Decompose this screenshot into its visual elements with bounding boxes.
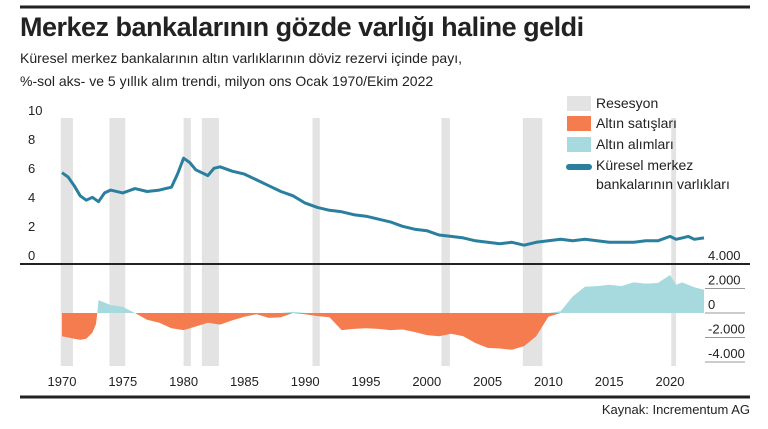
legend-label-holdings-2: bankalarının varlıkları	[596, 176, 730, 192]
sales-area	[62, 313, 705, 350]
x-tick-label: 1970	[48, 374, 77, 389]
legend-label-holdings-1: Küresel merkez	[596, 157, 693, 173]
legend-swatch-purchases	[567, 137, 591, 152]
legend-swatch-sales	[567, 116, 591, 131]
x-tick-label: 1985	[230, 374, 259, 389]
x-tick-label: 2015	[595, 374, 624, 389]
y-tick-label-left: 4	[28, 190, 35, 205]
x-tick-label: 1995	[352, 374, 381, 389]
recession-band	[671, 118, 677, 366]
x-tick-label: 1990	[291, 374, 320, 389]
chart-subtitle-line2: %-sol aks- ve 5 yıllık alım trendi, mily…	[20, 73, 434, 89]
legend-label-sales: Altın satışları	[596, 115, 677, 131]
x-tick-label: 2000	[412, 374, 441, 389]
source-note: Kaynak: Incrementum AG	[601, 402, 750, 417]
y-tick-label-left: 10	[28, 103, 42, 118]
recession-band	[109, 118, 126, 366]
x-tick-label: 2005	[473, 374, 502, 389]
y-tick-label-right: 2.000	[708, 273, 741, 288]
y-tick-label-left: 6	[28, 161, 35, 176]
recession-band	[201, 118, 219, 366]
y-tick-label-right: -2.000	[708, 322, 745, 337]
y-tick-label-left: 0	[28, 248, 35, 263]
legend-label-recession: Resesyon	[596, 95, 658, 111]
y-tick-label-right: -4.000	[708, 346, 745, 361]
legend-swatch-recession	[567, 96, 591, 111]
x-tick-label: 1975	[108, 374, 137, 389]
y-tick-label-left: 2	[28, 219, 35, 234]
legend-label-purchases: Altın alımları	[596, 136, 674, 152]
x-tick-label: 2010	[534, 374, 563, 389]
recession-band	[312, 118, 320, 366]
y-tick-label-right: 0	[708, 297, 715, 312]
y-tick-label-right: 4.000	[708, 248, 741, 263]
x-tick-label: 1980	[169, 374, 198, 389]
x-tick-label: 2020	[656, 374, 685, 389]
y-tick-label-left: 8	[28, 132, 35, 147]
chart-subtitle-line1: Küresel merkez bankalarının altın varlık…	[20, 50, 462, 66]
purchases-area	[62, 275, 705, 313]
recession-band	[183, 118, 191, 366]
recession-band	[441, 118, 450, 366]
holdings-line	[61, 156, 705, 247]
chart-title: Merkez bankalarının gözde varlığı haline…	[20, 12, 584, 42]
